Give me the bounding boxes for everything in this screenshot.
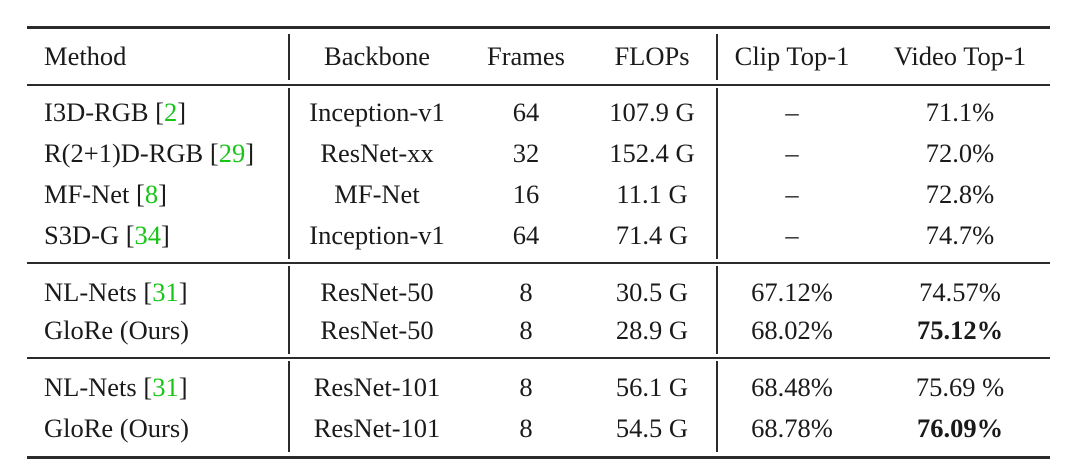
clip-cell: 67.12% <box>751 277 833 307</box>
backbone-cell: Inception-v1 <box>309 97 445 127</box>
flops-cell: 54.5 G <box>615 413 689 443</box>
table-rule <box>27 456 1050 459</box>
column-separator <box>716 88 718 259</box>
method-name: NL-Nets <box>44 277 137 307</box>
video-cell: 74.57% <box>919 277 1001 307</box>
video-cell: 72.0% <box>925 138 995 168</box>
flops-cell: 56.1 G <box>615 372 689 402</box>
header-backbone: Backbone <box>324 41 430 71</box>
method-cell: I3D-RGB [2] <box>44 97 187 127</box>
backbone-cell: ResNet-101 <box>313 413 441 443</box>
method-name: GloRe (Ours) <box>44 413 189 443</box>
table-rule <box>27 84 1050 86</box>
method-cell: S3D-G [34] <box>44 220 170 250</box>
method-name: NL-Nets <box>44 372 137 402</box>
header-video-top1: Video Top-1 <box>893 41 1027 71</box>
frames-cell: 64 <box>512 220 540 250</box>
table-rule <box>27 357 1050 359</box>
video-cell: 71.1% <box>925 97 995 127</box>
method-name: GloRe (Ours) <box>44 315 189 345</box>
flops-cell: 28.9 G <box>615 315 689 345</box>
clip-cell: 68.02% <box>751 315 833 345</box>
flops-cell: 30.5 G <box>615 277 689 307</box>
method-cell: MF-Net [8] <box>44 179 167 209</box>
method-name: R(2+1)D-RGB <box>44 138 204 168</box>
column-separator <box>288 88 290 259</box>
header-method: Method <box>44 41 127 71</box>
citation-link[interactable]: 31 <box>152 372 179 402</box>
flops-cell: 71.4 G <box>615 220 689 250</box>
method-cell: R(2+1)D-RGB [29] <box>44 138 255 168</box>
column-separator <box>716 361 718 452</box>
column-separator <box>288 361 290 452</box>
video-cell: 72.8% <box>925 179 995 209</box>
column-separator <box>716 266 718 354</box>
method-name: S3D-G <box>44 220 120 250</box>
clip-cell: 68.48% <box>751 372 833 402</box>
backbone-cell: ResNet-101 <box>313 372 441 402</box>
method-name: I3D-RGB <box>44 97 149 127</box>
citation-link[interactable]: 34 <box>134 220 162 250</box>
column-separator <box>288 34 290 80</box>
flops-cell: 11.1 G <box>616 179 688 209</box>
header-clip-top1: Clip Top-1 <box>734 41 850 71</box>
method-name: MF-Net <box>44 179 130 209</box>
clip-cell: – <box>785 179 799 209</box>
frames-cell: 8 <box>519 315 533 345</box>
method-cell: NL-Nets [31] <box>44 372 188 402</box>
frames-cell: 16 <box>512 179 540 209</box>
method-cell: GloRe (Ours) <box>44 312 294 348</box>
flops-cell: 152.4 G <box>609 138 695 168</box>
column-separator <box>716 34 718 80</box>
method-cell: NL-Nets [31] <box>44 277 188 307</box>
table-rule <box>27 262 1050 264</box>
frames-cell: 64 <box>512 97 540 127</box>
backbone-cell: MF-Net <box>334 179 420 209</box>
header-flops: FLOPs <box>614 41 690 71</box>
backbone-cell: Inception-v1 <box>309 220 445 250</box>
video-cell: 75.69 % <box>915 372 1005 402</box>
table-rule <box>27 26 1050 29</box>
backbone-cell: ResNet-xx <box>320 138 434 168</box>
frames-cell: 8 <box>519 372 533 402</box>
clip-cell: – <box>785 138 799 168</box>
flops-cell: 107.9 G <box>609 97 695 127</box>
citation-link[interactable]: 8 <box>144 179 159 209</box>
clip-cell: – <box>785 97 799 127</box>
method-cell: GloRe (Ours) <box>44 410 294 446</box>
citation-link[interactable]: 29 <box>218 138 246 168</box>
video-cell: 74.7% <box>925 220 995 250</box>
clip-cell: 68.78% <box>751 413 833 443</box>
column-separator <box>288 266 290 354</box>
video-cell: 75.12% <box>916 315 1004 345</box>
header-frames: Frames <box>486 41 565 71</box>
backbone-cell: ResNet-50 <box>320 315 434 345</box>
backbone-cell: ResNet-50 <box>320 277 434 307</box>
video-cell: 76.09% <box>916 413 1004 443</box>
frames-cell: 8 <box>519 277 533 307</box>
frames-cell: 32 <box>512 138 540 168</box>
frames-cell: 8 <box>519 413 533 443</box>
citation-link[interactable]: 2 <box>163 97 178 127</box>
clip-cell: – <box>785 220 799 250</box>
citation-link[interactable]: 31 <box>152 277 179 307</box>
